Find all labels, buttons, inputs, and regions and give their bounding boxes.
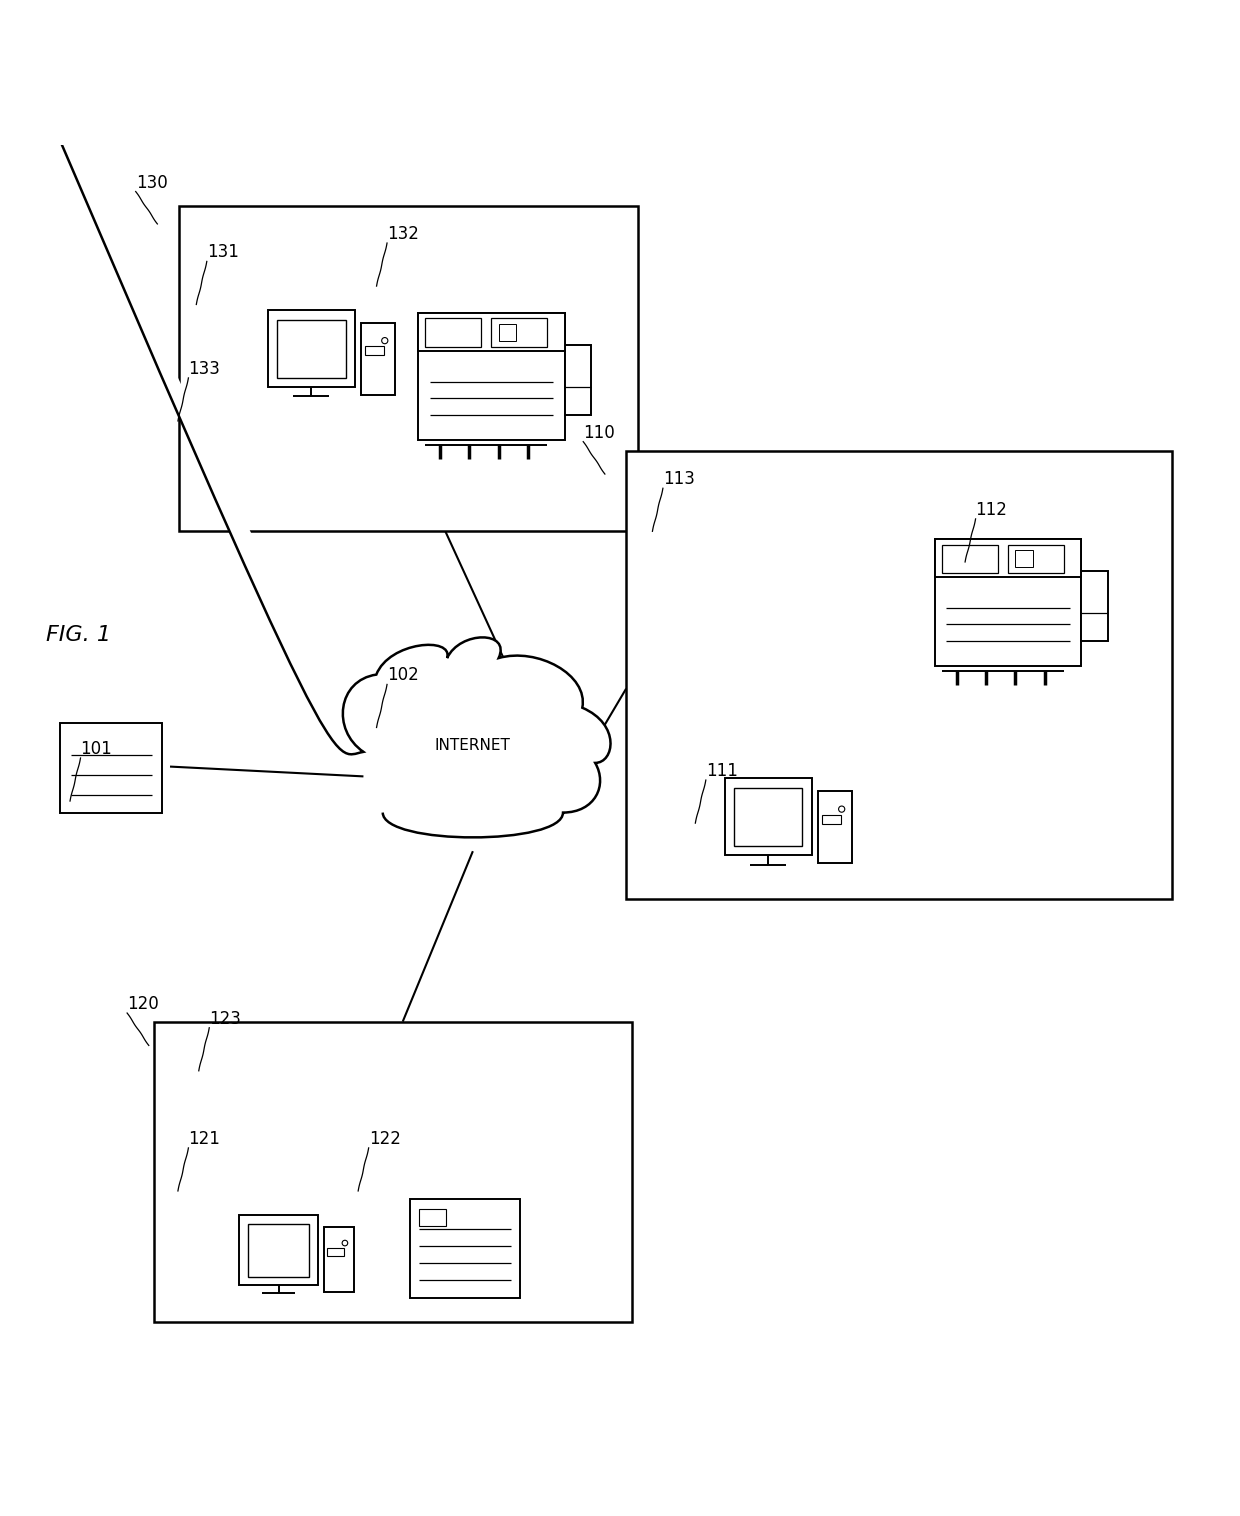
Bar: [327, 1248, 343, 1257]
Bar: [1016, 550, 1033, 567]
Bar: [935, 538, 1081, 578]
Bar: [498, 324, 516, 341]
Bar: [935, 538, 1081, 667]
Circle shape: [342, 1240, 347, 1246]
Bar: [418, 312, 564, 440]
Bar: [425, 318, 481, 347]
PathPatch shape: [342, 637, 610, 837]
Bar: [278, 320, 346, 377]
Bar: [239, 1216, 319, 1286]
Bar: [418, 312, 564, 350]
Bar: [61, 723, 162, 813]
Text: 102: 102: [387, 667, 419, 684]
Circle shape: [382, 338, 388, 344]
Text: 122: 122: [368, 1129, 401, 1148]
Bar: [942, 544, 998, 573]
Text: 132: 132: [387, 224, 419, 243]
Bar: [564, 344, 591, 415]
Bar: [724, 778, 812, 855]
Bar: [491, 318, 547, 347]
Text: 120: 120: [128, 994, 159, 1013]
Bar: [361, 323, 394, 394]
Text: 113: 113: [663, 470, 694, 488]
Bar: [734, 788, 802, 846]
Bar: [818, 791, 852, 863]
Text: 112: 112: [976, 500, 1007, 518]
Text: 133: 133: [188, 359, 221, 377]
Text: 101: 101: [81, 740, 113, 758]
Text: 121: 121: [188, 1129, 221, 1148]
Text: 130: 130: [135, 173, 167, 191]
Bar: [366, 346, 383, 355]
Text: FIG. 1: FIG. 1: [46, 626, 112, 646]
Bar: [626, 452, 1172, 899]
Bar: [268, 309, 355, 387]
Text: 110: 110: [583, 423, 615, 441]
Bar: [1081, 570, 1107, 641]
Text: 111: 111: [706, 763, 738, 781]
Bar: [409, 1199, 520, 1298]
Bar: [324, 1226, 353, 1292]
Text: 123: 123: [210, 1010, 241, 1028]
Bar: [822, 816, 841, 823]
Bar: [154, 1022, 632, 1322]
Bar: [179, 206, 639, 531]
Text: INTERNET: INTERNET: [435, 738, 511, 753]
Bar: [419, 1208, 446, 1226]
Circle shape: [838, 807, 844, 813]
Bar: [1008, 544, 1064, 573]
Text: 131: 131: [207, 244, 238, 261]
Bar: [248, 1225, 310, 1276]
